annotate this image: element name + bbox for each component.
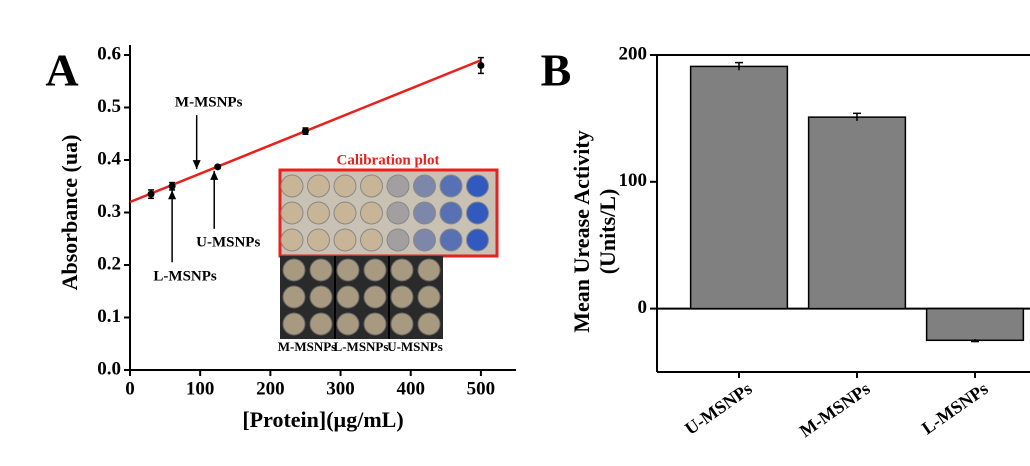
well xyxy=(307,228,330,252)
arrow-head xyxy=(192,160,201,170)
x-axis-label: [Protein](µg/mL) xyxy=(242,407,403,432)
well xyxy=(309,258,333,282)
x-tick-label: 400 xyxy=(396,378,425,399)
x-tick-label: 500 xyxy=(467,378,496,399)
well xyxy=(336,258,360,282)
annotation: M-MSNPs xyxy=(175,95,243,111)
well xyxy=(386,201,410,225)
error-bar xyxy=(735,61,743,71)
x-tick-label: 200 xyxy=(256,378,285,399)
well xyxy=(439,228,463,252)
error-bar xyxy=(971,339,979,343)
well xyxy=(336,312,360,336)
y-tick-label: 0.6 xyxy=(97,43,121,64)
y-tick-label: 0.1 xyxy=(97,306,121,327)
inset-title: Calibration plot xyxy=(337,152,440,168)
annotation: U-MSNPs xyxy=(196,234,260,250)
y-axis-label: (Units/L) xyxy=(595,189,620,275)
well xyxy=(309,312,333,336)
well xyxy=(333,228,357,252)
y-tick-label: 0.4 xyxy=(97,148,121,169)
y-tick-label: 0.3 xyxy=(97,201,121,222)
well xyxy=(363,312,387,336)
bar xyxy=(807,116,907,310)
well xyxy=(333,201,357,225)
x-tick-label: U-MSNPs xyxy=(681,378,756,439)
well xyxy=(386,228,410,252)
well xyxy=(363,258,387,282)
y-tick-label: 0.2 xyxy=(97,253,121,274)
y-tick-label: 0.5 xyxy=(97,96,121,117)
error-bar xyxy=(853,112,861,121)
well xyxy=(307,201,330,225)
well xyxy=(417,258,441,282)
well xyxy=(280,174,304,198)
well xyxy=(309,285,333,309)
inset-label: L-MSNPs xyxy=(334,339,389,354)
well xyxy=(390,312,414,336)
y-tick-label: 200 xyxy=(619,43,648,64)
x-tick-label: M-MSNPs xyxy=(796,378,874,441)
data-point xyxy=(477,62,485,69)
inset-label: M-MSNPs xyxy=(278,339,337,354)
inset-label: U-MSNPs xyxy=(387,339,443,354)
y-axis-label: Absorbance (ua) xyxy=(57,135,82,291)
well xyxy=(386,174,410,198)
well xyxy=(390,258,414,282)
x-tick-label: 0 xyxy=(125,378,135,399)
well xyxy=(333,174,357,198)
well xyxy=(282,285,306,309)
well xyxy=(390,285,414,309)
y-tick-label: 0.0 xyxy=(97,358,121,379)
well xyxy=(413,201,436,225)
well xyxy=(466,228,489,252)
inset-photo xyxy=(280,256,443,339)
panel-letter: A xyxy=(45,45,78,96)
well xyxy=(282,312,306,336)
data-point xyxy=(168,182,176,190)
well xyxy=(363,285,387,309)
x-tick-label: L-MSNPs xyxy=(918,378,992,438)
well xyxy=(307,174,330,198)
well xyxy=(417,312,441,336)
well xyxy=(466,201,489,225)
well xyxy=(439,201,463,225)
arrow-head xyxy=(168,190,177,200)
y-axis-label: Mean Urease Activity xyxy=(569,130,594,332)
well xyxy=(413,228,436,252)
y-tick-label: 0 xyxy=(638,297,648,318)
data-point xyxy=(301,127,309,135)
x-tick-label: 100 xyxy=(186,378,215,399)
annotation: L-MSNPs xyxy=(153,269,216,285)
well xyxy=(282,258,306,282)
x-tick-label: 300 xyxy=(326,378,355,399)
arrow-head xyxy=(210,170,219,180)
well xyxy=(360,174,383,198)
well xyxy=(417,285,441,309)
well xyxy=(360,201,383,225)
well xyxy=(466,174,489,198)
y-tick-label: 100 xyxy=(619,170,648,191)
data-point xyxy=(214,163,222,171)
panel-letter: B xyxy=(541,45,572,96)
well xyxy=(280,228,304,252)
well xyxy=(280,201,304,225)
well xyxy=(413,174,436,198)
well xyxy=(439,174,463,198)
bar xyxy=(925,307,1025,342)
data-point xyxy=(147,190,155,198)
bar xyxy=(689,65,789,310)
well xyxy=(336,285,360,309)
well xyxy=(360,228,383,252)
